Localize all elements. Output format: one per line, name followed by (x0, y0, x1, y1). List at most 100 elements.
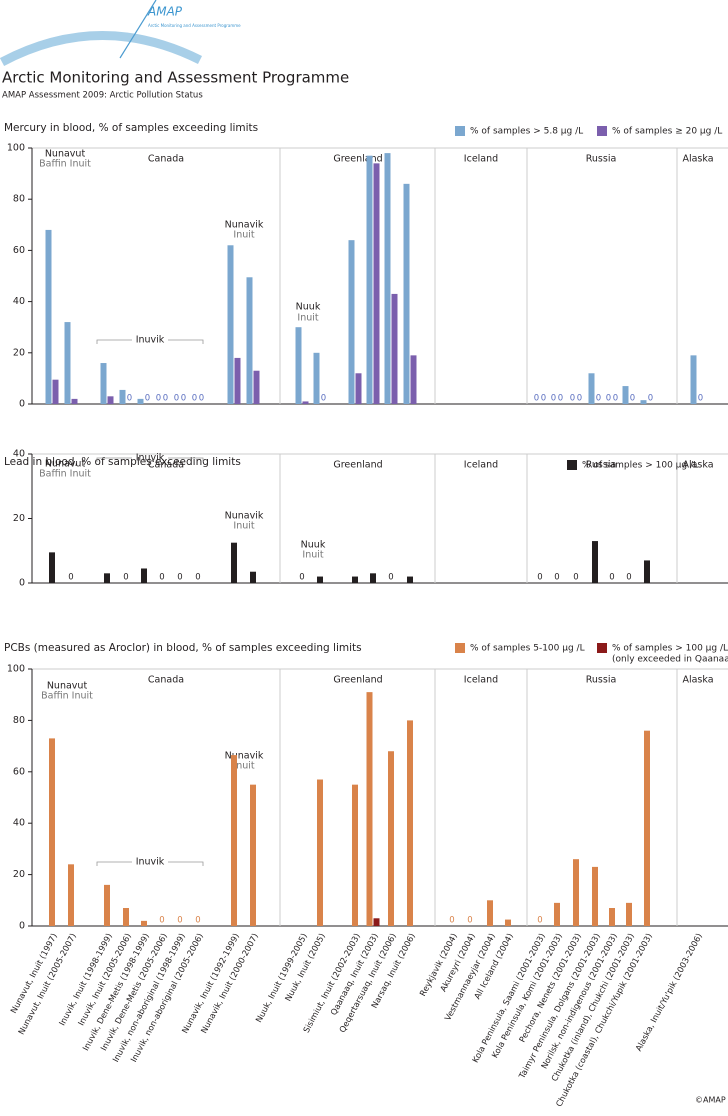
annotation: Inuit (233, 761, 254, 772)
bar (253, 370, 260, 404)
annotation: Nunavik (225, 511, 264, 522)
legend-label: % of samples > 100 µg /L (582, 461, 698, 471)
annotation: Nunavik (225, 751, 264, 762)
y-tick-label: 0 (19, 578, 25, 589)
bar (592, 541, 598, 583)
bar (317, 576, 323, 583)
bar (104, 884, 110, 926)
y-tick-label: 0 (19, 399, 25, 410)
group-label: Greenland (333, 154, 382, 165)
bar (391, 293, 398, 404)
zero-label: 0 (321, 394, 326, 404)
bar (49, 738, 55, 926)
zero-label: 0 (558, 394, 563, 404)
legend-swatch (597, 643, 607, 653)
bar (373, 918, 380, 926)
bar (384, 153, 391, 404)
zero-label: 0 (145, 394, 150, 404)
zero-label: 0 (570, 394, 575, 404)
group-label: Canada (148, 154, 184, 165)
zero-label: 0 (537, 916, 542, 926)
bracket (96, 457, 204, 462)
zero-label: 0 (159, 573, 164, 583)
group-label: Greenland (333, 460, 382, 471)
zero-label: 0 (68, 573, 73, 583)
bar (609, 908, 615, 926)
y-tick-label: 20 (13, 347, 25, 358)
zero-label: 0 (449, 916, 454, 926)
bar (690, 355, 697, 404)
zero-label: 0 (181, 394, 186, 404)
zero-label: 0 (156, 394, 161, 404)
bar (352, 784, 358, 926)
bar (104, 573, 110, 583)
bar (123, 908, 129, 926)
annotation: Nuuk (296, 302, 321, 313)
y-tick-label: 40 (13, 296, 25, 307)
group-label: Alaska (682, 460, 713, 471)
bar (573, 859, 579, 926)
legend-label: % of samples > 5.8 µg /L (470, 127, 583, 137)
annotation: Nunavut (47, 681, 88, 692)
annotation: Baffin Inuit (39, 159, 91, 170)
zero-label: 0 (573, 573, 578, 583)
footer: ©AMAP (695, 1096, 726, 1105)
legend-swatch (567, 460, 577, 470)
zero-label: 0 (541, 394, 546, 404)
annotation: Baffin Inuit (39, 469, 91, 480)
group-label: Iceland (464, 154, 498, 165)
group-label: Iceland (464, 460, 498, 471)
bar (107, 396, 114, 404)
zero-label: 0 (163, 394, 168, 404)
zero-label: 0 (534, 394, 539, 404)
bar (313, 352, 320, 404)
bar (388, 751, 394, 926)
bar (246, 277, 253, 404)
zero-label: 0 (577, 394, 582, 404)
bar (644, 560, 650, 583)
y-tick-label: 60 (13, 766, 25, 777)
zero-label: 0 (626, 573, 631, 583)
zero-label: 0 (698, 394, 703, 404)
group-label: Russia (586, 675, 617, 686)
bar (640, 400, 647, 404)
legend-label: % of samples > 100 µg /L (612, 644, 728, 654)
y-tick-label: 100 (7, 143, 25, 154)
bar (554, 902, 560, 926)
y-tick-label: 80 (13, 194, 25, 205)
bar (505, 919, 511, 926)
header-title: Arctic Monitoring and Assessment Program… (2, 69, 349, 87)
group-label: Canada (148, 675, 184, 686)
zero-label: 0 (467, 916, 472, 926)
zero-label: 0 (630, 394, 635, 404)
group-label: Greenland (333, 675, 382, 686)
bar (355, 373, 362, 404)
y-tick-label: 20 (13, 513, 25, 524)
bar (295, 327, 302, 404)
bar (68, 864, 74, 926)
annotation: Inuit (302, 550, 323, 561)
group-label: Russia (586, 460, 617, 471)
logo-tagline: Arctic Monitoring and Assessment Program… (148, 23, 241, 28)
annotation: Inuit (233, 230, 254, 241)
zero-label: 0 (195, 916, 200, 926)
zero-label: 0 (299, 573, 304, 583)
bar (227, 245, 234, 404)
y-tick-label: 100 (7, 664, 25, 675)
bracket (96, 339, 204, 344)
zero-label: 0 (159, 916, 164, 926)
zero-label: 0 (606, 394, 611, 404)
header-subtitle: AMAP Assessment 2009: Arctic Pollution S… (2, 91, 203, 101)
zero-label: 0 (648, 394, 653, 404)
bar (250, 784, 256, 926)
zero-label: 0 (127, 394, 132, 404)
panel-title: PCBs (measured as Aroclor) in blood, % o… (4, 642, 362, 654)
legend-label: % of samples 5-100 µg /L (470, 644, 585, 654)
bar (45, 229, 52, 404)
annotation: Nunavut (45, 459, 86, 470)
bar (407, 720, 413, 926)
bar (49, 552, 55, 583)
bar (141, 568, 147, 583)
annotation: Inuit (297, 313, 318, 324)
